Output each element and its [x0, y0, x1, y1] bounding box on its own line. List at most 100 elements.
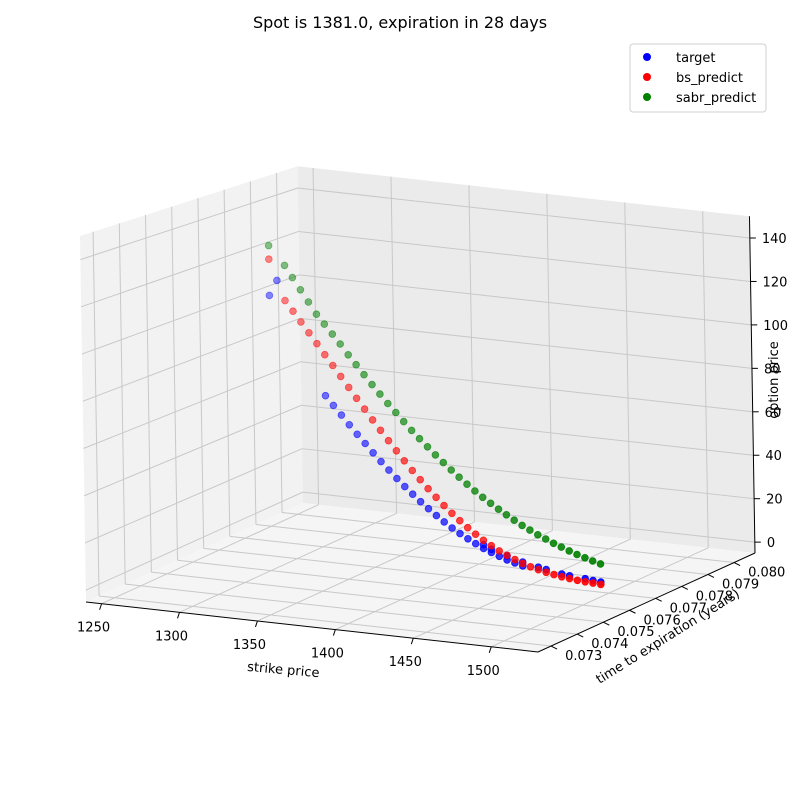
sabr_predict-point	[502, 510, 511, 519]
target-point	[377, 457, 385, 466]
bs_predict-point	[289, 307, 297, 316]
sabr_predict-point	[376, 390, 384, 398]
bs_predict-point	[281, 296, 289, 305]
grid-line-z	[84, 404, 302, 497]
x-tick-mark	[254, 620, 258, 628]
y-tick-label: 0.078	[696, 589, 733, 604]
sabr_predict-point	[399, 417, 408, 426]
sabr_predict-point	[439, 458, 448, 467]
sabr_predict-point	[463, 480, 471, 489]
bs_predict-point	[376, 426, 385, 435]
grid-line-y	[223, 189, 231, 537]
grid-line-y	[177, 559, 630, 611]
grid-line-z	[85, 491, 304, 591]
target-point	[408, 490, 417, 499]
x-tick-label: 1300	[155, 629, 188, 644]
bs_predict-point	[471, 530, 480, 538]
bs_predict-point	[400, 456, 409, 465]
bs_predict-point	[526, 562, 535, 571]
bs_predict-point	[416, 475, 425, 484]
y-tick-mark	[681, 585, 689, 590]
z-tick-label: 80	[764, 362, 781, 377]
grid-line-z	[81, 274, 300, 355]
bs_predict-point	[589, 579, 597, 587]
grid-line-y	[171, 206, 179, 561]
chart-title: Spot is 1381.0, expiration in 28 days	[253, 13, 547, 32]
bs_predict-point	[264, 255, 273, 264]
sabr_predict-point	[494, 505, 503, 514]
grid-line-y	[151, 571, 604, 623]
bs_predict-point	[384, 436, 393, 445]
sabr_predict-point	[407, 426, 416, 435]
sabr_predict-point	[573, 550, 581, 559]
bs_predict-point	[408, 466, 417, 475]
y-tick-mark	[629, 609, 636, 614]
bs_predict-point	[313, 339, 321, 348]
tick-labels: 1250130013501400145015000.0730.0740.0750…	[77, 232, 788, 679]
sabr_predict-point	[471, 487, 479, 495]
bs_predict-point	[352, 394, 361, 403]
grid-line-z	[300, 361, 753, 413]
sabr_predict-point	[581, 553, 589, 562]
grid-line-x	[624, 202, 631, 540]
grid-line-z	[299, 274, 752, 326]
y-tick-label: 0.077	[670, 601, 707, 616]
grid-line-y	[282, 512, 735, 564]
sabr_predict-point	[288, 273, 297, 282]
bs_predict-point	[305, 328, 313, 337]
target-point	[361, 439, 370, 448]
grid-line-y	[249, 181, 257, 525]
grid-line-x	[179, 512, 397, 613]
bs_predict-point	[573, 576, 582, 585]
grid-line-y	[229, 535, 682, 587]
y-tick-mark	[655, 597, 662, 602]
bs_predict-point	[487, 541, 496, 550]
floor-pane	[86, 503, 755, 652]
legend-label-bs_predict: bs_predict	[676, 71, 743, 86]
sabr_predict-point	[360, 370, 368, 379]
grid-line-y	[197, 198, 205, 549]
z-axis-label: option price	[767, 341, 782, 419]
grid-line-y	[203, 547, 656, 599]
target-point	[471, 539, 480, 548]
grid-line-y	[118, 223, 126, 585]
grid-line-x	[101, 504, 319, 605]
sabr_predict-point	[518, 521, 526, 530]
y-tick-label: 0.074	[591, 637, 628, 652]
grid-line-z	[82, 317, 301, 402]
z-tick-label: 60	[765, 406, 782, 421]
target-point	[345, 420, 354, 429]
grid-line-x	[257, 521, 475, 622]
z-tick-label: 100	[763, 319, 788, 334]
grid-line-x	[546, 193, 553, 531]
target-point	[424, 504, 433, 513]
sabr_predict-point	[510, 516, 519, 524]
bs_predict-point	[565, 574, 574, 583]
grid-line-y	[125, 583, 578, 635]
grid-line-x	[413, 538, 631, 639]
sabr_predict-point	[549, 539, 558, 548]
target-point	[265, 291, 274, 300]
grid-line-x	[335, 530, 553, 631]
bs_predict-point	[432, 493, 440, 502]
target-point	[432, 511, 441, 520]
sabr_predict-point	[296, 285, 305, 294]
x-tick-mark	[332, 629, 336, 636]
grid-line-y	[276, 172, 283, 513]
y-tick-mark	[733, 562, 741, 566]
target-point	[353, 430, 362, 439]
sabr_predict-point	[391, 408, 400, 417]
y-tick-mark	[576, 633, 584, 638]
sabr_predict-point	[588, 557, 597, 565]
bs_predict-point	[448, 509, 456, 518]
target-point	[321, 391, 330, 400]
bs_predict-point	[542, 568, 550, 577]
sabr_predict-point	[312, 310, 321, 319]
bs_predict-point	[360, 405, 369, 413]
y-tick-label: 0.079	[722, 577, 759, 592]
target-point	[329, 401, 338, 410]
target-point	[448, 524, 456, 532]
x-axis-label: strike price	[247, 660, 320, 681]
z-tick-label: 20	[766, 493, 783, 508]
